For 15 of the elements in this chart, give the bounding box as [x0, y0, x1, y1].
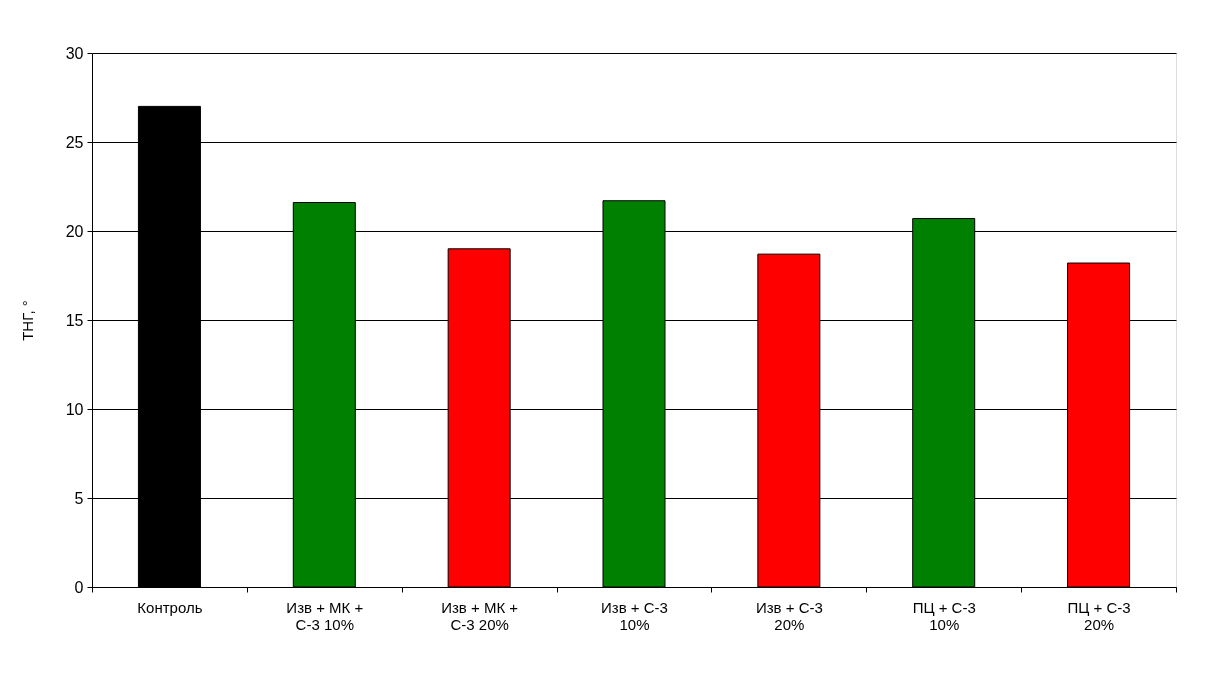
y-tick-label: 0	[74, 578, 84, 596]
x-tick-label: Изв + С-3 20%	[755, 598, 823, 633]
x-tick-label: ПЦ + С-3 20%	[1067, 598, 1131, 633]
y-tick-label: 5	[74, 489, 84, 507]
x-tick-label: Контроль	[137, 598, 203, 616]
y-tick-label: 20	[65, 222, 84, 240]
y-tick-label: 25	[65, 133, 84, 151]
x-tick-label: ПЦ + С-3 10%	[912, 598, 976, 633]
x-tick-label: Изв + МК + С-3 20%	[441, 598, 519, 633]
x-tick-label: Изв + МК + С-3 10%	[286, 598, 364, 633]
y-tick-label: 30	[65, 44, 84, 62]
y-tick-label: 15	[65, 311, 84, 329]
y-axis-title: ТНГ, °	[18, 300, 36, 341]
x-tick-label: Изв + С-3 10%	[601, 598, 668, 633]
y-tick-label: 10	[65, 400, 84, 418]
